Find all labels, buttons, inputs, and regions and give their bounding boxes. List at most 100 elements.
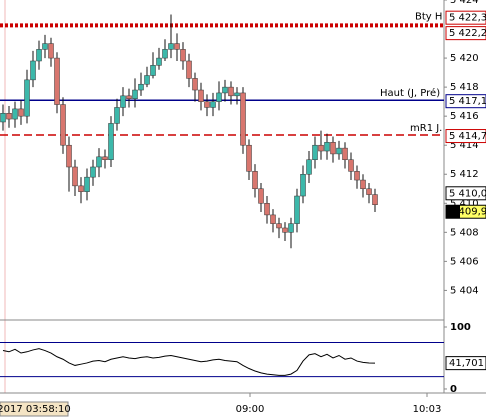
candle-body <box>360 179 366 190</box>
marker-box <box>445 186 486 201</box>
level-value: 5 417,1 <box>449 96 486 107</box>
y-tick-label: 5 404 <box>450 285 479 296</box>
candle-body <box>246 144 252 172</box>
y-tick-label: 5 420 <box>450 53 479 64</box>
candle-body <box>168 43 174 50</box>
candles <box>0 14 378 249</box>
candle-body <box>270 214 276 224</box>
candle-body <box>150 65 156 76</box>
indicator-tick-label: 0 <box>450 384 457 395</box>
candle-body <box>306 159 312 175</box>
tag-box <box>446 205 460 219</box>
candle-body <box>102 156 108 160</box>
candle-body <box>258 188 264 204</box>
level-box <box>445 94 486 109</box>
candle-body <box>96 156 102 168</box>
indicator-line <box>2 348 376 376</box>
candle-body <box>354 171 360 181</box>
candle-body <box>324 142 330 152</box>
candle-body <box>90 166 96 178</box>
level-value: 5 422,3 <box>449 13 486 24</box>
candle-body <box>24 79 30 117</box>
tag-label: 2T <box>447 205 460 216</box>
level-box <box>445 10 486 25</box>
candle-body <box>0 113 6 123</box>
candle-body <box>132 89 138 99</box>
candle-body <box>120 95 126 108</box>
candle-body <box>186 60 192 79</box>
last-price-label: 5 409,9 <box>449 207 486 218</box>
candle-body <box>162 49 168 59</box>
candle-body <box>366 188 372 195</box>
y-tick-label: 5 408 <box>450 227 479 238</box>
candle-body <box>42 43 48 50</box>
candle-body <box>108 123 114 160</box>
cursor-time-box <box>0 401 69 417</box>
x-tick-label: 10:03 <box>413 404 442 415</box>
candle-body <box>252 171 258 190</box>
level-value: 5 414,7 <box>449 131 486 142</box>
candle-body <box>72 166 78 187</box>
marker-label: 5 410,0 <box>449 188 486 199</box>
candle-body <box>156 57 162 66</box>
y-tick-label: 5 414 <box>450 140 479 151</box>
candle-body <box>294 195 300 224</box>
y-tick-label: 5 424 <box>450 0 479 6</box>
candle-body <box>228 86 234 97</box>
level-value: 5 422,2 <box>449 28 486 39</box>
candle-body <box>66 144 72 168</box>
candle-body <box>84 176 90 192</box>
y-tick-label: 5 410 <box>450 198 479 209</box>
candle-body <box>318 144 324 152</box>
candle-body <box>138 83 144 91</box>
level-box <box>445 129 486 144</box>
candle-body <box>18 108 24 117</box>
indicator-tick-label: 100 <box>450 322 471 333</box>
level-name: mR1 J. <box>410 123 442 134</box>
candle-body <box>78 185 84 192</box>
candle-body <box>36 49 42 62</box>
candle-body <box>264 203 270 216</box>
candle-body <box>348 159 354 172</box>
candle-body <box>12 108 18 120</box>
candle-body <box>210 101 216 108</box>
candle-body <box>48 43 54 59</box>
candle-body <box>276 223 282 229</box>
candle-body <box>174 43 180 50</box>
candle-body <box>6 113 12 120</box>
candle-body <box>114 107 120 124</box>
candle-body <box>372 194 378 205</box>
candle-body <box>144 75 150 85</box>
candle-body <box>234 92 240 97</box>
candle-body <box>180 49 186 62</box>
candle-body <box>54 57 60 105</box>
level-box <box>445 26 486 41</box>
candle-body <box>288 223 294 233</box>
candle-body <box>60 104 66 146</box>
x-tick-label: 2017 03:58:10 <box>0 404 71 415</box>
candle-body <box>330 142 336 155</box>
candle-body <box>240 92 246 146</box>
candle-body <box>336 147 342 155</box>
candle-body <box>222 86 228 94</box>
candle-body <box>30 60 36 81</box>
x-tick-label: 09:00 <box>236 404 265 415</box>
level-name: Bty H <box>415 12 442 23</box>
y-tick-label: 5 412 <box>450 169 479 180</box>
candle-body <box>300 173 306 197</box>
candle-body <box>282 227 288 233</box>
level-name: Haut (J, Pré) <box>380 87 440 99</box>
indicator-last-box <box>445 356 486 371</box>
candle-body <box>192 78 198 91</box>
candle-body <box>126 95 132 99</box>
candle-body <box>204 101 210 108</box>
candle-body <box>216 92 222 102</box>
y-tick-label: 5 406 <box>450 256 479 267</box>
y-tick-label: 5 416 <box>450 111 479 122</box>
indicator-last-label: 41,701 <box>449 358 484 369</box>
candle-body <box>198 89 204 102</box>
candle-body <box>342 147 348 160</box>
candle-body <box>312 144 318 160</box>
